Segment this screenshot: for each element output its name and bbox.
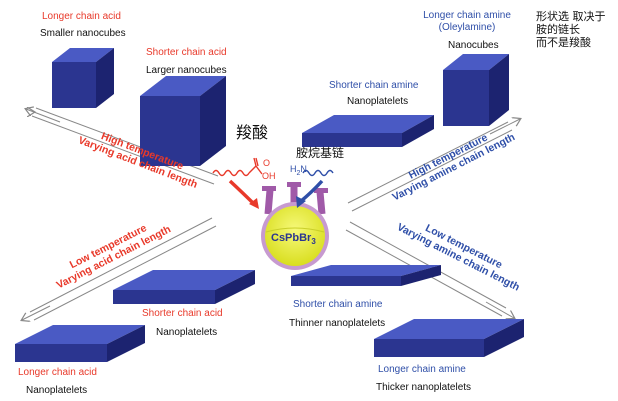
nanoplatelet-block-mid-left xyxy=(113,270,255,304)
nanocrystal-blocks xyxy=(15,48,524,362)
label-nanocubes: Nanocubes xyxy=(448,40,499,51)
label-shorter-chain-acid-bottom: Shorter chain acid xyxy=(142,308,223,319)
label-shorter-chain-amine-bottom: Shorter chain amine xyxy=(293,299,383,310)
amine-group-label: H2N xyxy=(290,164,307,177)
acid-oxygen-label: O xyxy=(263,158,271,168)
acid-hydroxyl-label: OH xyxy=(262,171,276,181)
annotation-note: 形状选 取决于 胺的链长 而不是羧酸 xyxy=(536,10,606,49)
thin-nanoplatelet-block xyxy=(291,265,441,286)
label-longer-chain-amine-bottom: Longer chain amine xyxy=(378,364,466,375)
arrow-bottom-left xyxy=(22,217,217,320)
label-nanoplatelets-top: Nanoplatelets xyxy=(347,96,409,107)
thick-nanoplatelet-block xyxy=(374,319,524,357)
amine-molecule-icon xyxy=(302,169,334,177)
label-longer-chain-acid-top: Longer chain acid xyxy=(42,11,121,22)
nanoplatelet-block-bottom-left xyxy=(15,325,145,362)
flask-icon xyxy=(261,182,329,270)
nanocube-block-right xyxy=(443,54,509,126)
label-shorter-chain-amine-top: Shorter chain amine xyxy=(329,80,419,91)
label-smaller-nanocubes: Smaller nanocubes xyxy=(40,28,126,39)
large-nanocube-block xyxy=(140,76,226,166)
small-nanocube-block xyxy=(52,48,114,108)
acid-feed-arrow xyxy=(228,179,257,207)
nanoplatelet-block-top-right xyxy=(302,115,434,147)
compound-label: CsPbBr3 xyxy=(271,232,316,247)
label-longer-chain-amine-top: Longer chain amine (Oleylamine) xyxy=(423,10,511,33)
label-longer-chain-acid-bottom: Longer chain acid xyxy=(18,367,97,378)
label-thinner-nanoplatelets: Thinner nanoplatelets xyxy=(289,318,386,329)
label-nanoplatelets-bottom: Nanoplatelets xyxy=(26,385,88,396)
label-shorter-chain-acid-top: Shorter chain acid xyxy=(146,47,227,58)
arrow-top-right xyxy=(347,119,520,212)
label-nanoplatelets-middle: Nanoplatelets xyxy=(156,327,218,338)
label-thicker-nanoplatelets: Thicker nanoplatelets xyxy=(376,382,472,393)
annotation-amine-cn: 胺烷基链 xyxy=(296,146,345,160)
acid-molecule-icon xyxy=(212,157,263,177)
label-larger-nanocubes: Larger nanocubes xyxy=(146,65,227,76)
annotation-acid-cn: 羧酸 xyxy=(236,123,269,142)
